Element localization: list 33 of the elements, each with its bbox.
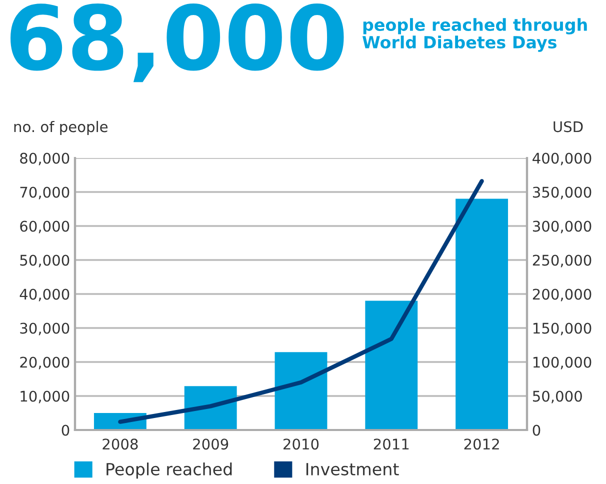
y2-axis-title: USD (554, 121, 583, 132)
x-tick-label: 2009 (193, 438, 228, 450)
y-tick-label: 50,000 (20, 254, 70, 268)
y-tick-label: 20,000 (20, 356, 70, 370)
y2-tick-label: 150,000 (533, 322, 592, 336)
y2-tick-label: 350,000 (532, 186, 592, 200)
y-tick-label: 30,000 (20, 322, 70, 336)
x-tick-label: 2011 (374, 438, 409, 450)
y2-tick-label: 50,000 (532, 390, 582, 404)
x-tick-label: 2010 (284, 438, 319, 450)
legend-label: People reached (106, 462, 232, 479)
y-tick-label: 40,000 (20, 288, 70, 302)
bar (365, 300, 418, 430)
line-series (118, 179, 484, 424)
y2-tick-label: 300,000 (532, 220, 592, 234)
y-axis-title: no. of people (14, 120, 108, 136)
x-tick-label: 2008 (102, 438, 138, 450)
y2-tick-label: 400,000 (532, 152, 592, 166)
y-tick-label: 0 (62, 424, 70, 436)
chart-subtitle: people reached through World Diabetes Days (362, 18, 587, 52)
y-tick-label: 10,000 (20, 390, 70, 404)
y2-tick-label: 100,000 (533, 356, 592, 370)
chart-title: 68,000 (10, 4, 344, 82)
y-tick-label: 80,000 (20, 152, 70, 166)
y-tick-label: 60,000 (20, 220, 70, 234)
legend-label: Investment (306, 463, 399, 476)
x-tick-label: 2012 (464, 438, 499, 450)
y2-tick-label: 0 (532, 424, 540, 436)
y-tick-label: 70,000 (20, 186, 70, 200)
y2-tick-label: 250,000 (532, 254, 592, 268)
bar (274, 352, 328, 430)
bar (456, 198, 508, 430)
y2-tick-label: 200,000 (532, 288, 592, 302)
